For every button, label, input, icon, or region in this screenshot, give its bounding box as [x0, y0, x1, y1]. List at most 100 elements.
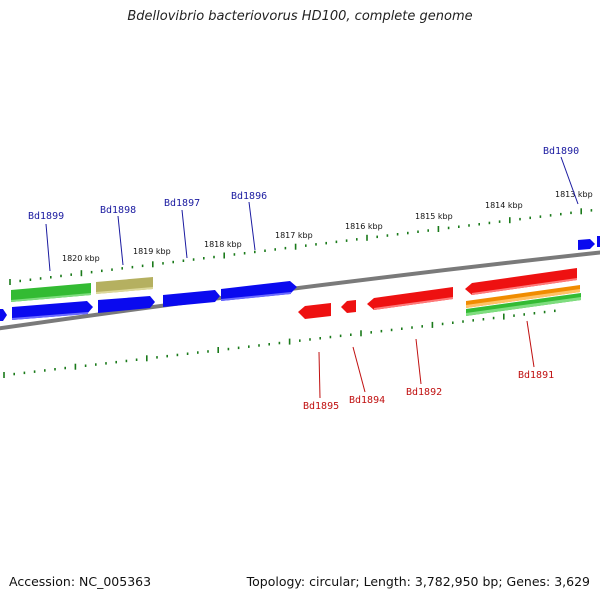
label-bd1896[interactable]: Bd1896	[231, 191, 267, 202]
outer-tick	[254, 250, 256, 254]
inner-tick	[339, 334, 342, 338]
outer-tick	[376, 235, 378, 239]
accession-text: Accession: NC_005363	[9, 574, 152, 589]
inner-tick	[258, 344, 260, 347]
gene-bd1890[interactable]	[578, 239, 595, 250]
inner-tick	[513, 314, 515, 317]
label-bd1894[interactable]: Bd1894	[349, 395, 385, 406]
label-bd1890[interactable]: Bd1890	[543, 146, 579, 157]
inner-tick	[441, 322, 444, 326]
inner-tick	[380, 329, 383, 333]
outer-tick	[121, 267, 123, 270]
leader-bd1895	[318, 351, 321, 399]
outer-tick	[294, 243, 297, 250]
outer-tick	[101, 269, 103, 273]
inner-tick	[543, 310, 546, 314]
outer-tick	[447, 226, 450, 230]
inner-tick	[227, 347, 230, 351]
outer-tick	[590, 209, 593, 212]
inner-tick	[3, 372, 5, 378]
gene-bd1896-shade	[221, 292, 291, 301]
inner-tick	[462, 320, 464, 323]
outer-tick	[274, 248, 276, 251]
outer-tick	[315, 243, 317, 246]
label-bd1899[interactable]: Bd1899	[28, 211, 64, 222]
outer-tick	[488, 221, 491, 225]
inner-tick	[523, 313, 525, 316]
gene-bd1896[interactable]	[221, 281, 297, 301]
gene-edge-left[interactable]	[0, 309, 7, 321]
gene-bd1892[interactable]	[367, 287, 453, 310]
inner-tick	[472, 319, 474, 322]
inner-tick	[197, 351, 199, 354]
outer-tick	[325, 241, 327, 245]
outer-tick	[529, 216, 531, 220]
inner-tick	[309, 338, 311, 341]
tick-label-1813: 1813 kbp	[555, 190, 593, 199]
outer-tick	[80, 270, 83, 277]
inner-tick	[360, 330, 362, 337]
inner-tick	[74, 363, 77, 370]
outer-tick	[90, 270, 93, 274]
label-bd1895[interactable]: Bd1895	[303, 401, 339, 412]
outer-ticks	[9, 208, 593, 285]
leader-bd1896	[248, 201, 256, 251]
outer-tick	[396, 233, 399, 236]
inner-tick	[54, 368, 56, 371]
outer-tick	[60, 274, 62, 278]
gene-bd1891[interactable]	[465, 268, 577, 295]
inner-tick	[33, 370, 36, 373]
inner-tick	[554, 309, 556, 313]
outer-tick	[437, 226, 440, 232]
outer-tick	[580, 208, 582, 215]
inner-tick	[23, 371, 26, 375]
label-bd1891[interactable]: Bd1891	[518, 370, 554, 381]
gene-blue-2[interactable]	[98, 296, 155, 313]
inner-tick	[329, 335, 332, 339]
inner-tick	[278, 341, 281, 345]
outer-tick	[182, 259, 185, 262]
inner-ticks	[3, 309, 556, 378]
tick-label-1817: 1817 kbp	[275, 231, 313, 240]
leader-bd1892	[415, 338, 422, 385]
outer-tick	[141, 264, 144, 268]
inner-tick	[186, 352, 189, 355]
inner-tick	[237, 346, 240, 350]
gene-rna-green[interactable]	[11, 283, 91, 302]
outer-tick	[223, 252, 225, 259]
gene-bd1894[interactable]	[341, 300, 356, 313]
outer-tick	[29, 278, 32, 281]
gene-green-rev-shade	[466, 297, 581, 316]
inner-tick	[431, 321, 434, 328]
outer-tick	[478, 223, 480, 226]
leader-bd1890	[560, 156, 579, 205]
gene-bd1897[interactable]	[163, 290, 220, 307]
tick-label-1819: 1819 kbp	[133, 247, 171, 256]
gene-bd1899[interactable]	[12, 301, 93, 320]
outer-tick	[560, 212, 562, 216]
outer-tick	[386, 234, 389, 237]
outer-tick	[162, 262, 164, 265]
gene-bd1898-shade	[96, 287, 153, 294]
inner-tick	[13, 372, 15, 376]
outer-tick	[203, 257, 205, 260]
tick-label-1820: 1820 kbp	[62, 254, 100, 263]
outer-tick	[284, 246, 287, 250]
label-bd1898[interactable]: Bd1898	[100, 205, 136, 216]
outer-tick	[498, 220, 501, 223]
leader-bd1894	[352, 346, 366, 393]
gene-bd1895[interactable]	[298, 303, 331, 319]
inner-tick	[411, 326, 413, 329]
inner-tick	[44, 369, 46, 372]
label-bd1897[interactable]: Bd1897	[164, 198, 200, 209]
gene-edge-right[interactable]	[597, 236, 600, 247]
outer-tick	[549, 214, 552, 217]
gene-rna-green-shade	[11, 293, 91, 302]
label-bd1892[interactable]: Bd1892	[406, 387, 442, 398]
outer-tick	[111, 268, 113, 271]
outer-tick	[427, 229, 429, 232]
outer-tick	[356, 238, 358, 241]
tick-label-1816: 1816 kbp	[345, 222, 383, 231]
